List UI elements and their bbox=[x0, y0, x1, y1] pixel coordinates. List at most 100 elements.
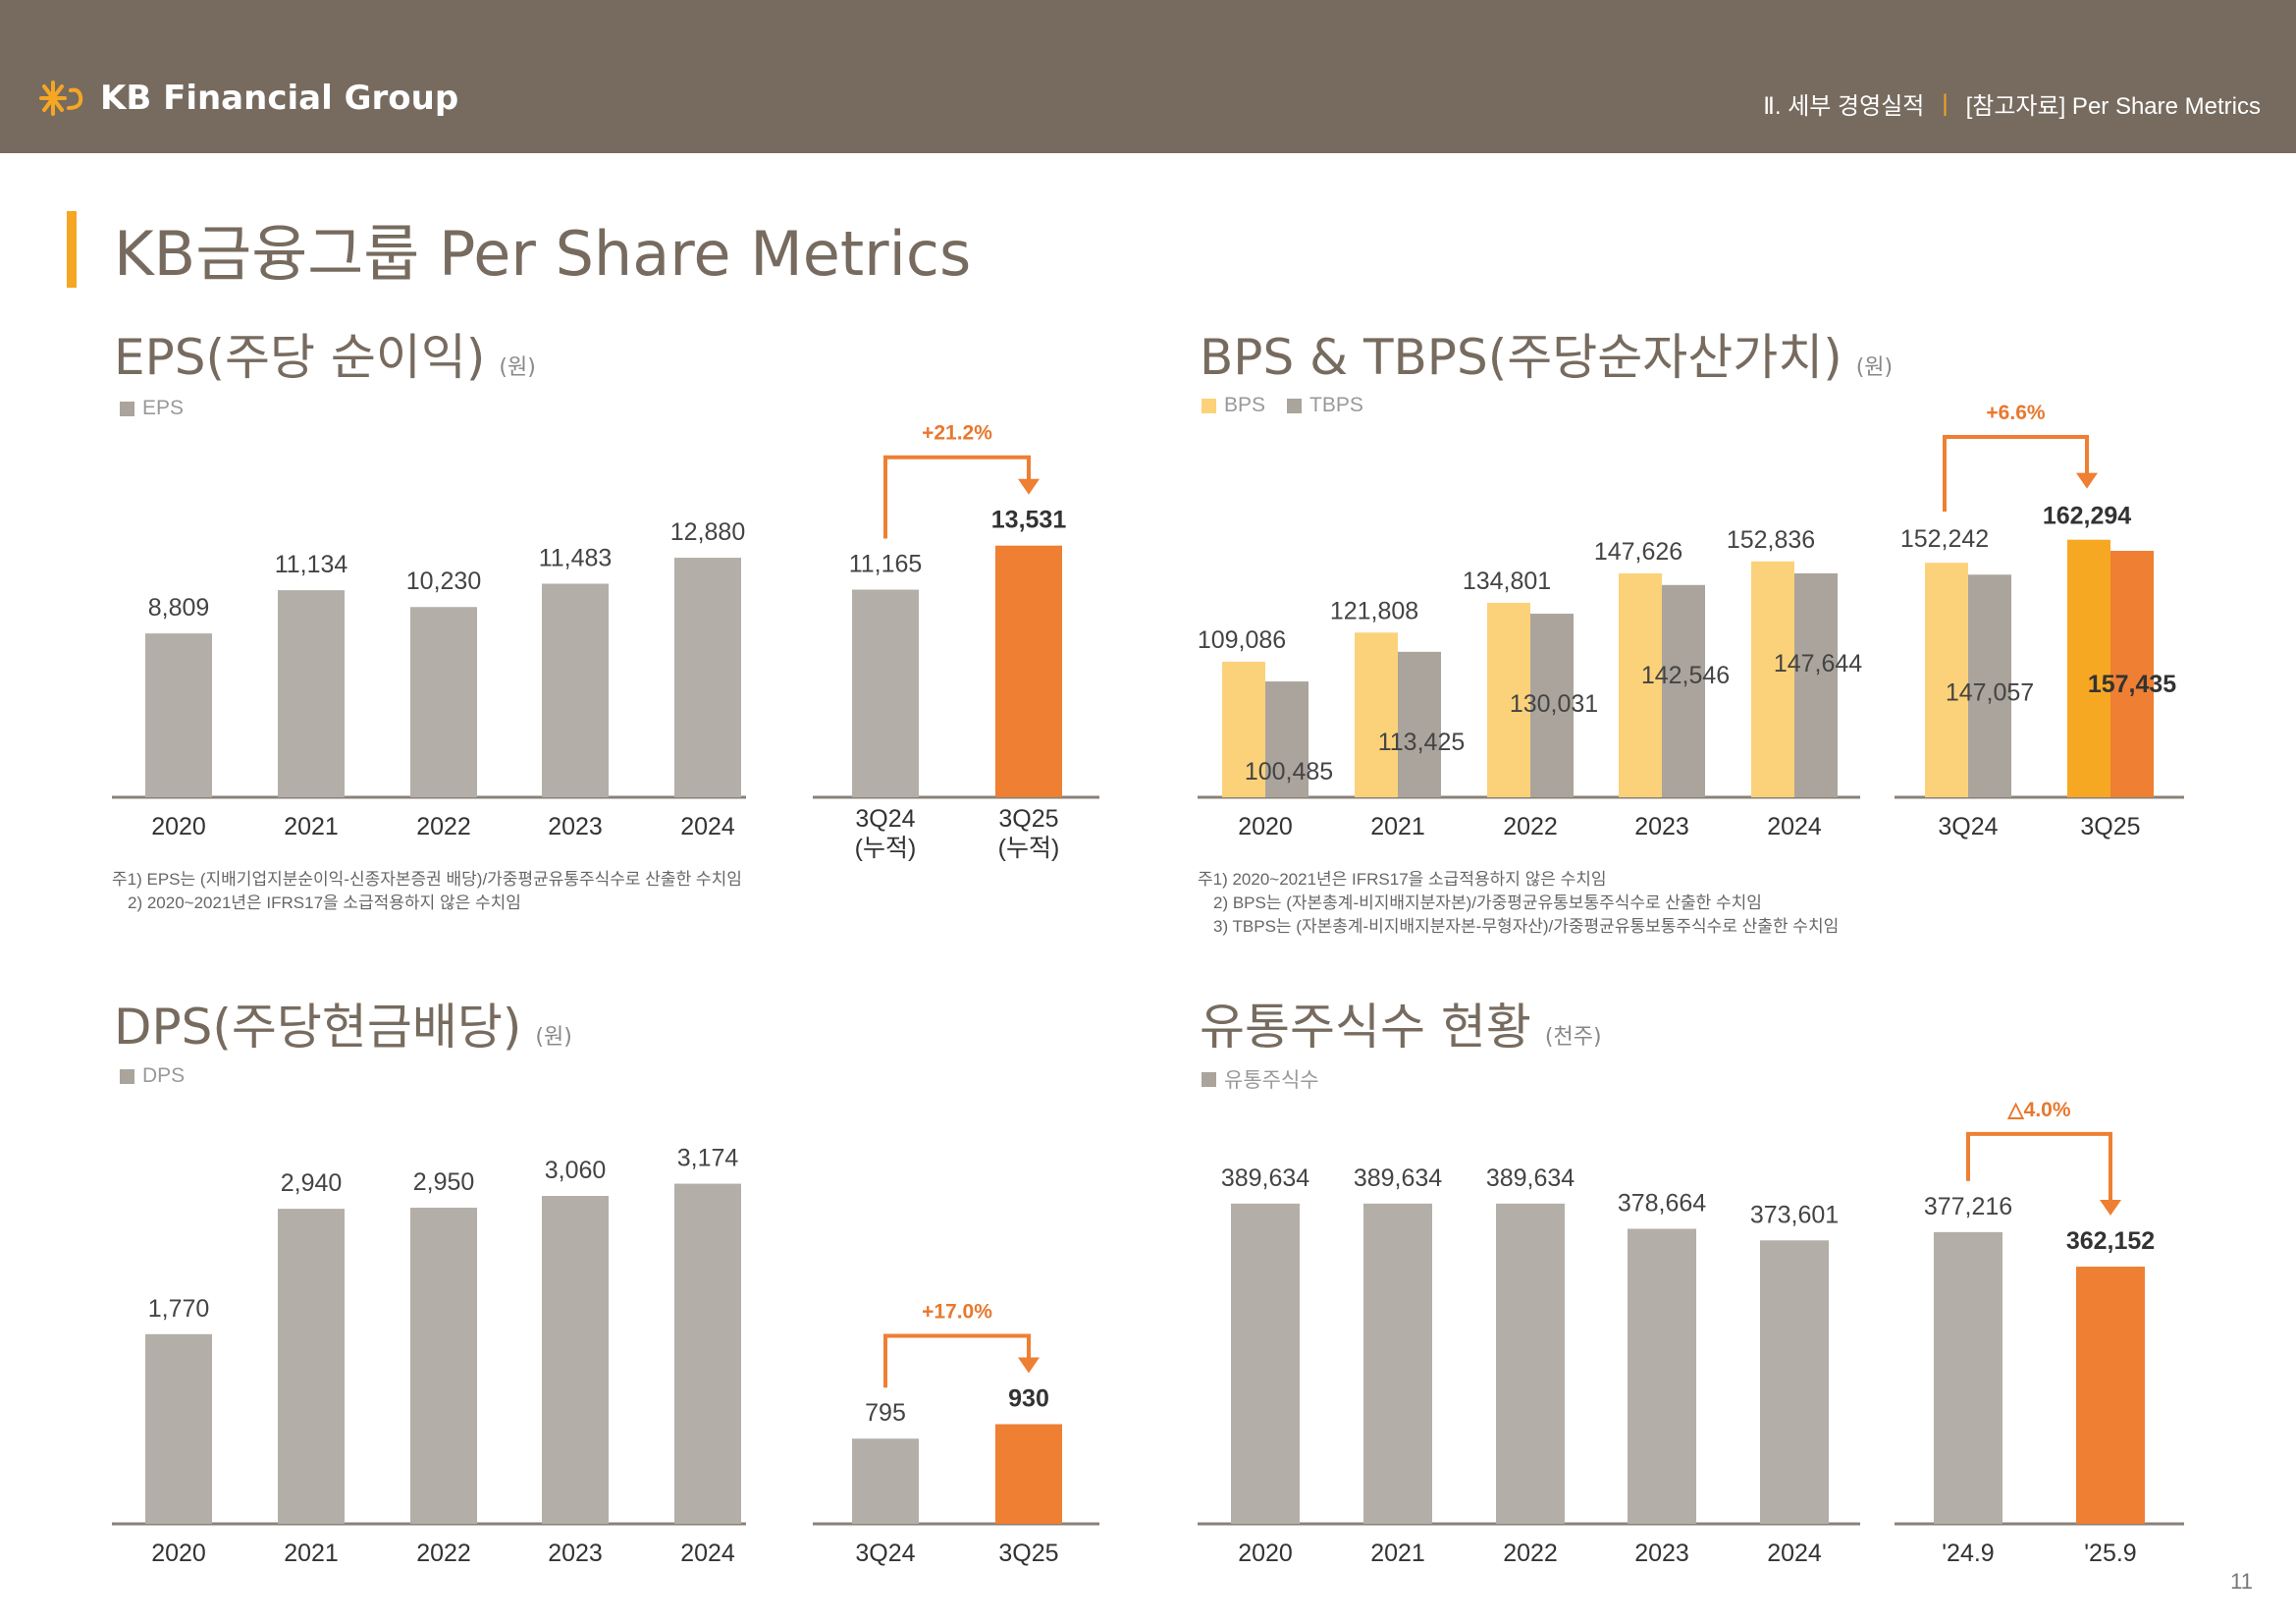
dps-unit: (원) bbox=[535, 1025, 572, 1050]
dps-delta-label: +17.0% bbox=[922, 1300, 992, 1323]
eps-value-label: 10,230 bbox=[406, 568, 481, 595]
dps-tick-label: 2020 bbox=[151, 1540, 206, 1567]
bps-tick-label: 2024 bbox=[1767, 813, 1822, 840]
dps-value-label: 1,770 bbox=[148, 1295, 210, 1323]
eps-note-2: 2) 2020~2021년은 IFRS17을 소급적용하지 않은 수치임 bbox=[128, 893, 521, 912]
bps-value-label: 152,836 bbox=[1727, 526, 1815, 554]
shares-value-label: 389,634 bbox=[1354, 1164, 1442, 1192]
tbps-bar-2023 bbox=[1662, 584, 1705, 797]
legend-item-tbps: TBPS bbox=[1287, 394, 1363, 417]
eps-bar-2020 bbox=[145, 633, 212, 797]
bps-compare-bar-3Q24 bbox=[1925, 563, 1968, 797]
dps-tick-label: 2023 bbox=[548, 1540, 603, 1567]
eps-tick-label: 2021 bbox=[284, 813, 339, 840]
legend-item-eps: EPS bbox=[120, 397, 184, 420]
shares-delta-arrow bbox=[1966, 1131, 2112, 1203]
shares-tick-label: 2020 bbox=[1238, 1540, 1293, 1567]
shares-delta-arrowhead bbox=[2100, 1200, 2121, 1217]
bps-bar-2023 bbox=[1619, 572, 1662, 797]
tbps-value-label: 142,546 bbox=[1641, 662, 1730, 689]
legend-swatch-gray bbox=[120, 401, 134, 416]
breadcrumb-page[interactable]: [참고자료] Per Share Metrics bbox=[1965, 93, 2261, 120]
shares-value-label: 378,664 bbox=[1618, 1189, 1706, 1217]
dps-bar-2020 bbox=[145, 1333, 212, 1524]
bps-unit: (원) bbox=[1855, 355, 1894, 380]
dps-value-label: 3,174 bbox=[677, 1145, 739, 1172]
dps-bar-2021 bbox=[278, 1209, 345, 1524]
dps-bar-2022 bbox=[410, 1208, 477, 1524]
bps-tick-label: 2023 bbox=[1634, 813, 1689, 840]
kb-logo[interactable]: KB Financial Group bbox=[39, 79, 458, 118]
eps-delta-arrow bbox=[883, 455, 1031, 539]
shares-tick-label: 2023 bbox=[1634, 1540, 1689, 1567]
bps-notes: 주1) 2020~2021년은 IFRS17을 소급적용하지 않은 수치임 2)… bbox=[1198, 868, 1839, 939]
dps-compare-value-label: 930 bbox=[1008, 1384, 1049, 1412]
dps-bar-2023 bbox=[542, 1196, 609, 1524]
bps-title: BPS & TBPS(주당순자산가치) bbox=[1200, 329, 1842, 386]
breadcrumb-section[interactable]: Ⅱ. 세부 경영실적 bbox=[1763, 93, 1925, 120]
shares-compare-tick-label: '24.9 bbox=[1942, 1540, 1994, 1567]
kb-star-icon bbox=[39, 81, 83, 116]
shares-section-title: 유통주식수 현황 (천주) bbox=[1200, 988, 1602, 1058]
eps-title: EPS(주당 순이익) bbox=[114, 329, 486, 386]
legend-label: EPS bbox=[142, 397, 185, 419]
eps-legend: EPS bbox=[120, 397, 184, 420]
shares-tick-label: 2021 bbox=[1370, 1540, 1425, 1567]
legend-label: BPS bbox=[1224, 394, 1266, 416]
dps-value-label: 3,060 bbox=[545, 1157, 607, 1184]
eps-compare-bar-3Q24 bbox=[852, 589, 919, 797]
bps-note-1: 주1) 2020~2021년은 IFRS17을 소급적용하지 않은 수치임 bbox=[1198, 870, 1607, 889]
bps-note-2: 2) BPS는 (자본총계-비지배지분자본)/가중평균유통보통주식수로 산출한 … bbox=[1213, 893, 1762, 912]
eps-compare-value-label: 13,531 bbox=[991, 507, 1067, 534]
dps-section-title: DPS(주당현금배당) (원) bbox=[114, 988, 572, 1058]
bps-delta-arrow bbox=[1943, 435, 2089, 513]
dps-tick-label: 2024 bbox=[680, 1540, 735, 1567]
dps-bar-2024 bbox=[674, 1183, 741, 1524]
eps-compare-bar-3Q25 bbox=[995, 545, 1062, 797]
shares-unit: (천주) bbox=[1544, 1025, 1602, 1050]
bps-bar-2021 bbox=[1355, 632, 1398, 797]
tbps-value-label: 147,644 bbox=[1774, 650, 1862, 677]
bps-value-label: 147,626 bbox=[1594, 538, 1682, 566]
legend-swatch-gray bbox=[1287, 398, 1303, 413]
dps-title: DPS(주당현금배당) bbox=[114, 999, 522, 1056]
shares-title: 유통주식수 현황 bbox=[1200, 999, 1531, 1056]
eps-tick-label: 2023 bbox=[548, 813, 603, 840]
shares-compare-value-label: 362,152 bbox=[2066, 1227, 2155, 1255]
bps-bar-2022 bbox=[1487, 602, 1530, 797]
eps-compare-value-label: 11,165 bbox=[849, 551, 923, 578]
eps-value-label: 11,134 bbox=[275, 551, 348, 578]
dps-compare-bar-3Q24 bbox=[852, 1438, 919, 1524]
tbps-bar-2020 bbox=[1265, 681, 1308, 797]
breadcrumb: Ⅱ. 세부 경영실적 | [참고자료] Per Share Metrics bbox=[1763, 86, 2261, 121]
legend-label: TBPS bbox=[1309, 394, 1363, 416]
eps-delta-arrowhead bbox=[1018, 478, 1040, 495]
tbps-compare-value-label: 157,435 bbox=[2088, 671, 2176, 698]
title-accent-bar bbox=[67, 211, 77, 288]
eps-bar-2023 bbox=[542, 583, 609, 797]
bps-tick-label: 2020 bbox=[1238, 813, 1293, 840]
dps-compare-bar-3Q25 bbox=[995, 1424, 1062, 1524]
tbps-value-label: 100,485 bbox=[1245, 758, 1333, 785]
eps-compare-tick-sublabel: (누적) bbox=[998, 835, 1060, 862]
eps-compare-tick-sublabel: (누적) bbox=[855, 835, 917, 862]
shares-compare-bar-'25.9 bbox=[2076, 1267, 2145, 1524]
shares-tick-label: 2024 bbox=[1767, 1540, 1822, 1567]
dps-tick-label: 2021 bbox=[284, 1540, 339, 1567]
eps-value-label: 11,483 bbox=[539, 544, 613, 571]
dps-delta-arrowhead bbox=[1018, 1357, 1040, 1374]
bps-note-3: 3) TBPS는 (자본총계-비지배지분자본-무형자산)/가중평균유통보통주식수… bbox=[1213, 917, 1840, 936]
bps-value-label: 109,086 bbox=[1198, 626, 1286, 654]
eps-bar-2021 bbox=[278, 590, 345, 797]
bps-compare-tick-label: 3Q24 bbox=[1938, 813, 1998, 840]
shares-compare-value-label: 377,216 bbox=[1924, 1193, 2012, 1220]
eps-bar-2022 bbox=[410, 607, 477, 797]
eps-bar-2024 bbox=[674, 558, 741, 797]
dps-value-label: 2,940 bbox=[281, 1169, 343, 1197]
eps-delta-label: +21.2% bbox=[922, 422, 992, 445]
legend-item-bps: BPS bbox=[1201, 394, 1265, 417]
legend-item-shares: 유통주식수 bbox=[1201, 1064, 1319, 1094]
eps-tick-label: 2020 bbox=[151, 813, 206, 840]
legend-item-dps: DPS bbox=[120, 1064, 185, 1088]
